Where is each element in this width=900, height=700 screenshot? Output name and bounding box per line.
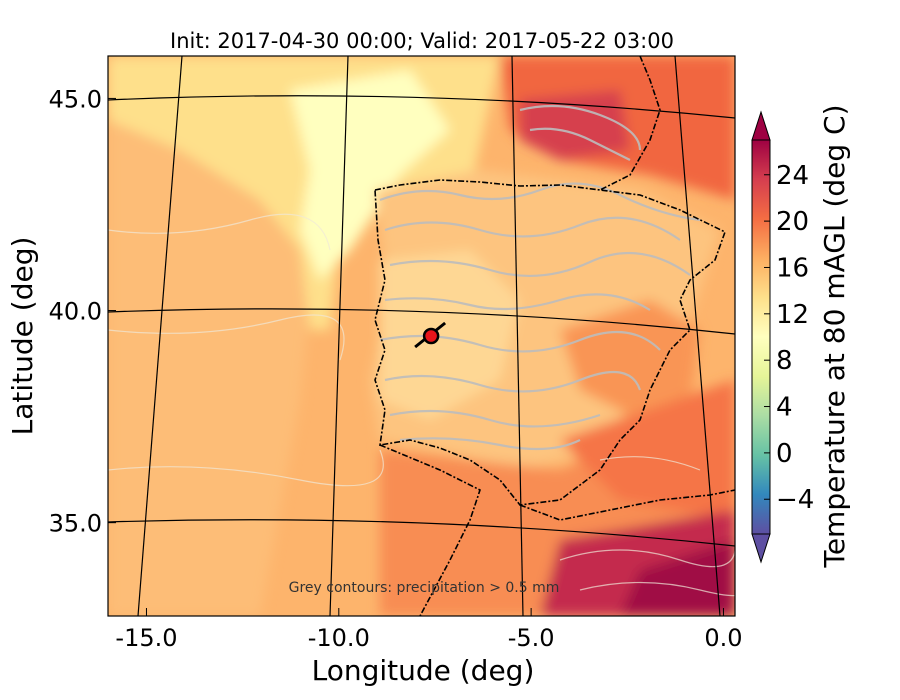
region-cold-tongue <box>290 70 450 280</box>
colorbar-tick-label: 24 <box>776 161 809 191</box>
colorbar-tick-label: −4 <box>776 485 814 515</box>
colorbar-tick-label: 4 <box>776 393 793 423</box>
x-tick-label: -5.0 <box>508 624 555 652</box>
y-axis-label: Latitude (deg) <box>6 237 39 436</box>
graticule <box>108 56 735 616</box>
x-tick-label: 0.0 <box>704 624 742 652</box>
marker-dot <box>422 327 440 345</box>
y-tick-label: 45.0 <box>49 85 102 113</box>
x-tick-label: -10.0 <box>308 624 370 652</box>
map-plot: Grey contours: precipitation > 0.5 mm <box>108 56 735 616</box>
colorbar-ticks: −4 0 4 8 12 16 20 24 <box>764 161 814 515</box>
temperature-contours <box>108 213 735 597</box>
site-marker <box>414 321 447 349</box>
y-tick-label: 40.0 <box>49 298 102 326</box>
coastlines <box>374 56 735 616</box>
parallel-35 <box>108 519 735 547</box>
colorbar-tick-label: 16 <box>776 253 809 283</box>
meridian-0 <box>674 56 721 616</box>
colorbar-label: Temperature at 80 mAGL (deg C) <box>818 104 851 568</box>
colorbar: −4 0 4 8 12 16 20 24 Temperature at 80 mAGL (de… <box>751 104 851 569</box>
colorbar-tick-label: 8 <box>776 346 793 376</box>
precipitation-note: Grey contours: precipitation > 0.5 mm <box>289 580 560 596</box>
meridian-minus15 <box>137 56 183 616</box>
meridian-minus10 <box>329 56 349 616</box>
region-algeria-hottest <box>620 540 735 616</box>
region-france-hot <box>520 90 630 160</box>
chart-title: Init: 2017-04-30 00:00; Valid: 2017-05-2… <box>170 29 674 53</box>
region-iberia-west <box>380 250 520 420</box>
y-axis-ticks: 35.0 40.0 45.0 <box>49 85 116 538</box>
x-axis-ticks: -15.0 -10.0 -5.0 0.0 <box>115 608 743 652</box>
colorbar-tick-label: 0 <box>776 439 793 469</box>
x-tick-label: -15.0 <box>115 624 177 652</box>
colorbar-tick-label: 20 <box>776 207 809 237</box>
parallel-45 <box>108 95 735 119</box>
region-alboran <box>560 380 735 520</box>
meridian-minus5 <box>511 56 524 616</box>
y-tick-label: 35.0 <box>49 510 102 538</box>
colorbar-extend-max <box>751 110 771 141</box>
region-east-spain <box>560 300 700 420</box>
colorbar-extend-min <box>751 533 771 564</box>
parallel-40 <box>108 308 735 335</box>
colorbar-tick-label: 12 <box>776 300 809 330</box>
x-axis-label: Longitude (deg) <box>312 654 535 687</box>
colorbar-body <box>751 139 771 535</box>
map-frame <box>107 55 736 617</box>
